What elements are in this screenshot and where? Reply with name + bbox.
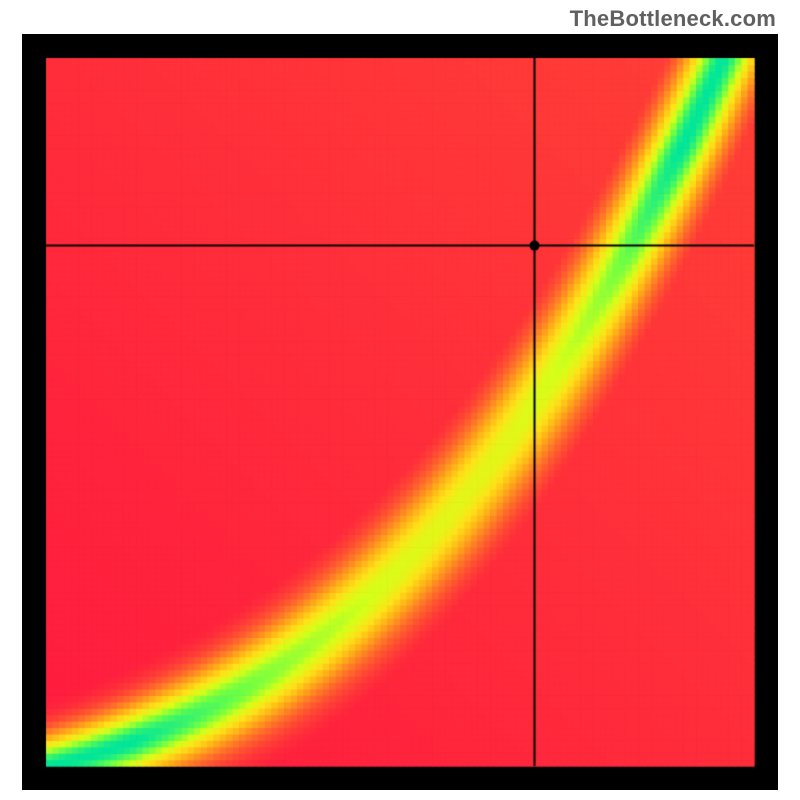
plot-frame bbox=[22, 34, 778, 790]
chart-container: TheBottleneck.com bbox=[0, 0, 800, 800]
heatmap-canvas bbox=[22, 34, 778, 790]
attribution-text: TheBottleneck.com bbox=[570, 6, 776, 32]
